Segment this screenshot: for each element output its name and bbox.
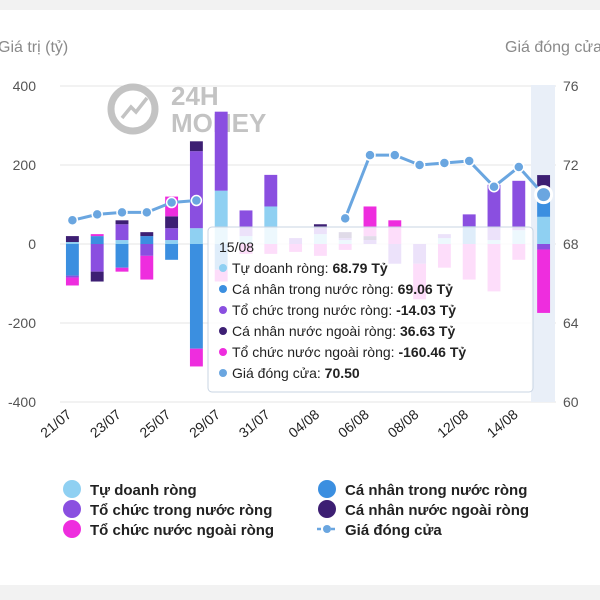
bar-segment	[140, 232, 154, 237]
bar-segment	[512, 180, 526, 231]
bar-segment	[90, 271, 104, 282]
y-left-tick-label: 0	[28, 236, 36, 252]
close-price-series	[66, 149, 554, 227]
y-left-tick-label: -400	[8, 394, 36, 410]
bar-segment	[189, 348, 203, 367]
y-right-tick-label: 72	[563, 157, 579, 173]
bar-segment	[115, 240, 129, 244]
tooltip-row: Cá nhân nước ngoài ròng: 36.63 Tỷ	[232, 323, 455, 339]
y-left-tick-label: -200	[8, 315, 36, 331]
y-right-tick-label: 60	[563, 394, 579, 410]
tooltip-marker	[219, 264, 227, 272]
y-right-tick-label: 76	[563, 78, 579, 94]
bar-segment	[537, 249, 551, 313]
tooltip-date: 15/08	[219, 239, 254, 255]
bar-segment	[537, 216, 551, 244]
tooltip-marker	[219, 369, 227, 377]
close-price-point	[91, 208, 103, 221]
bar-segment	[140, 236, 154, 244]
tooltip-marker	[219, 327, 227, 335]
bar-segment	[65, 244, 79, 276]
bar-segment	[140, 255, 154, 280]
y-right-tick-label: 68	[563, 236, 579, 252]
y-right-title: Giá đóng cửa	[505, 39, 600, 56]
tooltip-rows: Tự doanh ròng: 68.79 Tỷ Cá nhân trong nướ…	[219, 260, 466, 381]
y-right-axis: 76 72 68 64 60	[563, 78, 579, 410]
legend-label: Tổ chức trong nước ròng	[90, 502, 272, 519]
y-left-title: Giá trị (tỷ)	[0, 39, 68, 56]
y-left-axis: 400 200 0 -200 -400	[8, 78, 36, 410]
tooltip-marker	[219, 306, 227, 314]
close-price-point	[413, 159, 426, 171]
bar-segment	[537, 244, 551, 250]
bar-segment	[90, 244, 104, 272]
tooltip: 15/08 Tự doanh ròng: 68.79 Tỷ Cá nhân tro…	[207, 226, 534, 393]
legend-marker	[323, 525, 331, 533]
bar-segment	[115, 267, 129, 272]
watermark-line1: 24H	[171, 81, 219, 111]
close-price-point	[141, 206, 153, 219]
bar-segment	[65, 277, 79, 286]
tooltip-box	[207, 226, 534, 393]
bar-segment	[165, 240, 179, 244]
tooltip-row: Giá đóng cửa: 70.50	[232, 365, 360, 381]
y-left-tick-label: 200	[13, 157, 37, 173]
legend-swatch	[318, 480, 336, 498]
legend-label: Giá đóng cửa	[345, 522, 442, 539]
tooltip-marker	[219, 348, 227, 356]
close-price-point	[190, 194, 203, 207]
bar-segment	[65, 275, 79, 278]
bar-segment	[214, 111, 228, 191]
bar-segment	[65, 236, 79, 243]
y-left-tick-label: 400	[13, 78, 37, 94]
bar-segment	[462, 214, 476, 227]
close-price-point	[513, 161, 525, 173]
tooltip-row: Tổ chức trong nước ròng: -14.03 Tỷ	[232, 302, 456, 318]
bar-segment	[189, 244, 203, 349]
legend-label: Tự doanh ròng	[90, 482, 197, 499]
tooltip-marker	[219, 285, 227, 293]
bar-segment	[189, 228, 203, 244]
bar-segment	[90, 234, 104, 237]
bar-segment	[264, 174, 278, 207]
tooltip-row: Tổ chức nước ngoài ròng: -160.46 Tỷ	[232, 344, 466, 360]
legend-label: Cá nhân nước ngoài ròng	[345, 502, 529, 519]
tooltip-row: Cá nhân trong nước ròng: 69.06 Tỷ	[232, 281, 453, 297]
legend-label: Cá nhân trong nước ròng	[345, 482, 527, 499]
close-price-point	[339, 212, 351, 225]
y-right-tick-label: 64	[563, 315, 579, 331]
bar-segment	[487, 184, 501, 241]
legend-swatch	[318, 500, 336, 518]
close-price-point-active	[534, 185, 554, 205]
tooltip-row: Tự doanh ròng: 68.79 Tỷ	[232, 260, 388, 276]
close-price-point	[165, 196, 178, 209]
bar-segment	[313, 224, 327, 229]
bar-segment	[115, 220, 129, 225]
bar-segment	[115, 224, 129, 241]
bar-segment	[65, 242, 79, 244]
legend: Tự doanh ròng Cá nhân trong nước ròng Tổ c…	[63, 480, 529, 539]
bar-segment	[189, 151, 203, 229]
legend-swatch	[63, 500, 81, 518]
close-price-point	[488, 180, 500, 193]
legend-label: Tổ chức nước ngoài ròng	[90, 522, 274, 539]
bar-segment	[140, 244, 154, 256]
close-price-point	[463, 155, 475, 167]
legend-swatch	[63, 480, 81, 498]
bar-segment	[189, 141, 203, 152]
close-price-point	[438, 157, 451, 169]
close-price-point	[389, 149, 401, 161]
close-price-point	[66, 214, 79, 227]
bar-segment	[115, 244, 129, 268]
bar-segment	[165, 228, 179, 241]
close-price-point	[364, 149, 376, 161]
bar-segment	[165, 244, 179, 260]
bar-segment	[90, 236, 104, 244]
close-price-point	[116, 206, 128, 219]
bar-segment	[165, 216, 179, 229]
legend-swatch	[63, 520, 81, 538]
